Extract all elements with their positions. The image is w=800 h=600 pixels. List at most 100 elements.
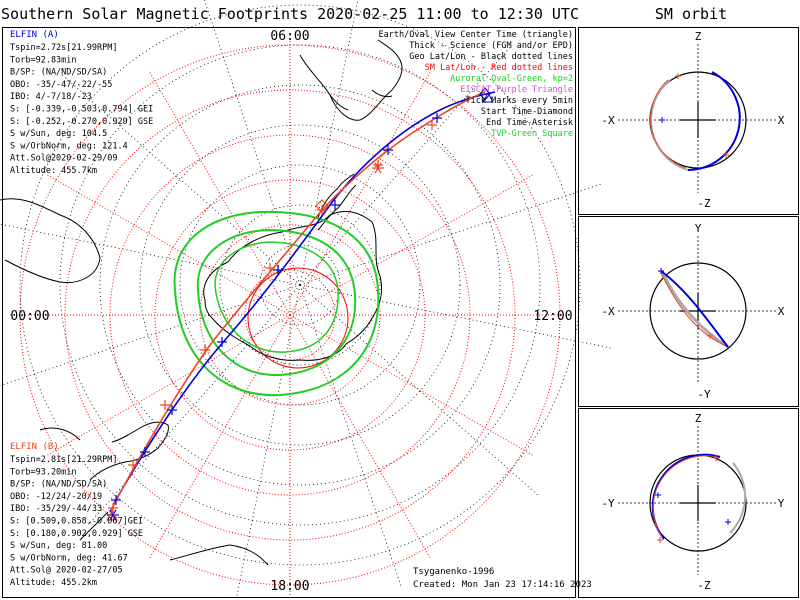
orbit-gray-arc [661, 272, 729, 349]
elfin-b-info-line: Att.Sol@ 2020-02-27/05 [10, 566, 123, 576]
orbit-panel-2: Y -Y -X X [601, 222, 784, 401]
orbit-axis-bottom: -Z [697, 197, 711, 210]
geo-lat-circle [179, 164, 421, 406]
geo-lon-line [87, 284, 301, 526]
created-timestamp: Created: Mon Jan 23 17:14:16 2023 [413, 580, 592, 590]
geo-lat-circle [219, 204, 381, 366]
orbit-title: SM orbit [655, 5, 727, 23]
sm-lon-line [289, 314, 431, 558]
legend-item: Start Time-Diamond [481, 107, 573, 117]
mlt-label-12: 12:00 [533, 309, 572, 324]
auroral-oval-inner [196, 228, 357, 377]
mlt-label-18: 18:00 [270, 579, 309, 594]
geo-lat-circle [139, 124, 461, 446]
legend-item: EISCAT-Purple Triangle [460, 85, 573, 95]
elfin-a-info-line: Tspin=2.72s[21.99RPM] [10, 43, 117, 53]
elfin-a-info-line: IBO: 4/-7/18/-23 [10, 92, 92, 102]
elfin-b-end-asterisk [374, 162, 382, 174]
orbit-panel-3: Z -Z -Y Y [601, 412, 784, 592]
elfin-a-track [112, 91, 496, 506]
mlt-label-00: 00:00 [10, 309, 49, 324]
elfin-b-info-line: Altitude: 455.2km [10, 578, 97, 588]
elfin-b-info-line: S: [0.509,0.858,-0.067]GEI [10, 517, 143, 527]
orbit-axis-right: Y [778, 497, 785, 510]
orbit-axis-bottom: -Y [697, 388, 711, 401]
eiscat-triangle [106, 509, 118, 521]
elfin-b-track [109, 91, 486, 513]
elfin-a-title: ELFIN (A) [10, 30, 59, 40]
geo-lat-circle [59, 44, 541, 526]
orbit-a-arc [687, 71, 741, 171]
geo-lat-circle [99, 84, 501, 486]
elfin-b-title: ELFIN (B) [10, 442, 59, 452]
orbit-axis-top: Z [695, 30, 702, 43]
orbit-a-arc [651, 453, 721, 540]
elfin-b-info-line: Tspin=2.81s[21.29RPM] [10, 455, 117, 465]
orbit-gray-arc [729, 462, 747, 534]
map-frame [2, 27, 576, 598]
auroral-oval-boundary [214, 241, 339, 353]
elfin-a-start-diamond [479, 87, 491, 101]
legend-item: Tick Marks every 5min [466, 96, 573, 106]
polar-map: 06:00 00:00 12:00 18:00 [0, 0, 614, 599]
elfin-a-info-line: B/SP: (NA/ND/SD/SA) [10, 68, 107, 78]
mlt-label-06: 06:00 [270, 29, 309, 44]
antarctica-coastline [0, 39, 403, 566]
elfin-a-info-line: Altitude: 455.7km [10, 166, 97, 176]
sm-lon-line [289, 72, 431, 316]
geo-lon-line [299, 284, 541, 498]
elfin-a-info-line: Torb=92.83min [10, 55, 77, 65]
elfin-a-info-line: Att.Sol@2020-02-29/09 [10, 154, 117, 164]
orbit-gray-arc [649, 79, 689, 171]
orbit-axis-top: Z [695, 412, 702, 425]
orbit-b-arc [660, 272, 727, 347]
orbit-axis-right: X [778, 305, 785, 318]
elfin-b-info-line: S: [0.180,0.902,0.929] GSE [10, 529, 143, 539]
orbit-axis-left: -Y [601, 497, 615, 510]
footprint-tracks [106, 87, 496, 521]
geo-lon-line [299, 44, 513, 286]
elfin-b-info: ELFIN (B) Tspin=2.81s[21.29RPM] Torb=93.2… [10, 442, 143, 588]
legend-item: Geo Lat/Lon - Black dotted lines [409, 52, 573, 62]
geo-grid [0, 0, 614, 599]
elfin-a-end-asterisk [109, 509, 117, 521]
orbit-panel-frame-1 [578, 27, 799, 215]
geo-lon-line [299, 182, 604, 286]
auroral-oval-outer [173, 210, 380, 397]
geo-lon-line [59, 72, 301, 286]
elfin-a-info-line: S w/OrbNorm, deg: 121.4 [10, 141, 128, 151]
legend-item: Auroral Oval-Green, kp=2 [450, 74, 573, 84]
elfin-b-info-line: Torb=93.20min [10, 467, 77, 477]
elfin-b-info-line: IBO: -35/29/-44/33 [10, 504, 102, 514]
geo-lon-line [299, 0, 359, 286]
elfin-b-info-line: OBO: -12/24/-20/19 [10, 492, 102, 502]
orbit-a-arc [660, 270, 729, 348]
orbit-axis-bottom: -Z [697, 579, 711, 592]
auroral-ovals [173, 210, 380, 397]
legend-item: SM Lat/Lon - Red dotted lines [425, 63, 573, 73]
geo-lon-line [203, 0, 301, 286]
elfin-b-info-line: S w/OrbNorm, deg: 41.67 [10, 553, 128, 563]
orbit-axis-right: X [778, 114, 785, 127]
elfin-b-info-line: B/SP: (NA/ND/SD/SA) [10, 480, 107, 490]
figure-title: Southern Solar Magnetic Footprints 2020-… [1, 5, 579, 23]
orbit-panel-frame-3 [578, 408, 799, 598]
elfin-a-info-line: S: [-0.339,-0.503,0.794] GEI [10, 105, 153, 115]
elfin-b-info-line: S w/Sun, deg: 81.00 [10, 541, 107, 551]
orbit-axis-left: -X [601, 305, 615, 318]
view-center-triangle [482, 91, 494, 103]
elfin-a-info-line: OBO: -35/-47/-22/-55 [10, 80, 112, 90]
sm-pole-circle [247, 267, 349, 369]
orbit-axis-top: Y [695, 222, 702, 235]
orbit-panel-frame-2 [578, 216, 799, 407]
legend-item: End Time-Asterisk [486, 118, 573, 128]
map-legend: Earth/Oval View Center Time (triangle)Th… [379, 30, 573, 139]
elfin-a-info-line: S: [-0.252,-0.270,0.929] GSE [10, 117, 153, 127]
model-credit: Tsyganenko-1996 [413, 567, 494, 577]
legend-item: Thick - Science (FGM and/or EPD) [409, 41, 573, 51]
geo-lon-line [299, 284, 403, 589]
geo-lon-line [0, 284, 301, 387]
legend-item: TVP-Green Square [491, 129, 573, 139]
orbit-axis-left: -X [601, 114, 615, 127]
